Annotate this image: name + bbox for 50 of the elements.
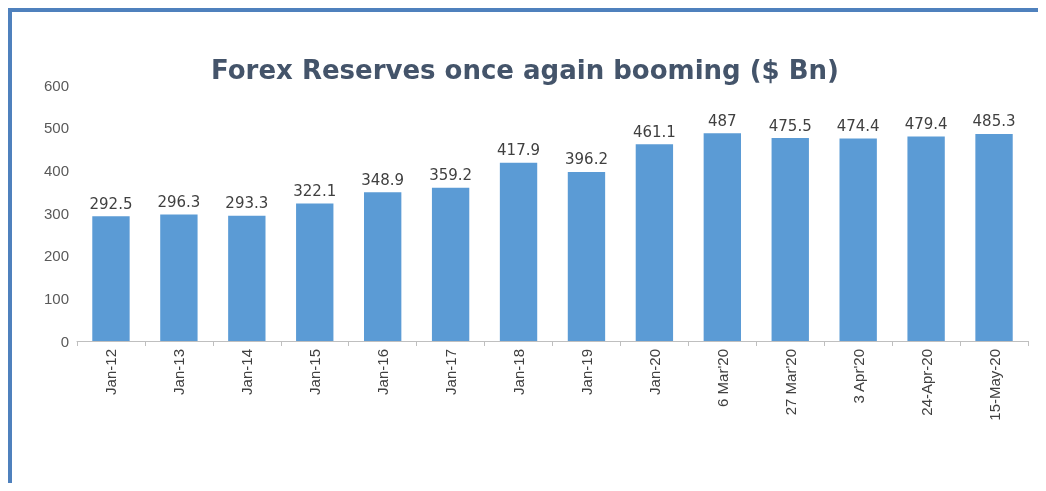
y-tick-label: 600 [43,76,69,94]
x-tick-label: 6 Mar'20 [713,349,731,407]
x-tick-label: Jan-15 [306,349,324,395]
data-label: 359.2 [429,166,473,185]
bar [92,216,130,341]
x-tick-label: 3 Apr'20 [849,349,867,404]
y-tick-label: 0 [60,332,69,350]
x-tick-label: 27 Mar'20 [781,349,799,416]
data-label: 461.1 [632,122,676,141]
bar [364,192,402,341]
bar [431,187,470,341]
x-tick-label: Jan-12 [102,349,120,395]
y-tick-label: 400 [43,161,69,179]
bar [228,215,266,341]
x-tick-label: 24-Apr-20 [917,349,935,416]
data-label: 293.3 [225,194,269,213]
data-label: 475.5 [768,116,812,135]
bar [296,203,334,341]
bar [499,162,538,341]
x-tick-label: Jan-13 [170,349,188,395]
data-label: 296.3 [157,193,201,212]
data-label: 322.1 [293,182,337,201]
bar [635,144,674,341]
data-label: 487 [708,111,737,130]
bar [160,214,198,341]
bar [703,133,741,341]
x-tick-label: Jan-17 [442,349,460,395]
data-label: 396.2 [564,150,608,169]
data-label: 292.5 [89,194,133,213]
bar [771,138,809,341]
bar [975,133,1013,341]
data-label: 479.4 [904,114,948,133]
x-tick-label: 15-May-20 [985,349,1003,421]
x-tick-label: Jan-16 [374,349,392,395]
y-tick-label: 300 [43,204,69,222]
bar [839,138,877,341]
data-label: 474.4 [836,117,880,136]
chart-title: Forex Reserves once again booming ($ Bn) [211,55,839,85]
x-tick-label: Jan-20 [645,349,663,395]
x-tick-label: Jan-18 [510,349,528,395]
data-label: 348.9 [361,170,405,189]
y-tick-label: 500 [43,119,69,137]
y-tick-label: 200 [43,247,69,265]
bar [907,136,945,341]
data-label: 485.3 [972,112,1016,131]
bar [567,171,606,341]
x-tick-label: Jan-14 [238,349,256,395]
x-tick-label: Jan-19 [577,349,595,395]
data-label: 417.9 [497,141,541,160]
y-tick-label: 100 [43,289,69,307]
